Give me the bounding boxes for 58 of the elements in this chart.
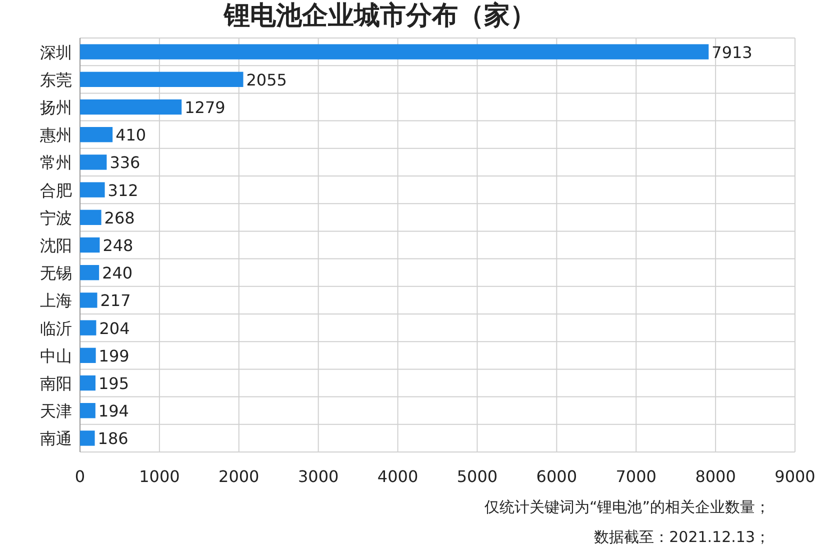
data-label: 268: [104, 208, 135, 228]
y-tick-label: 临沂: [40, 318, 72, 338]
x-tick-label: 3000: [298, 467, 339, 486]
x-tick-label: 4000: [377, 467, 418, 486]
y-tick-label: 东莞: [40, 70, 72, 90]
data-label: 336: [110, 153, 140, 172]
data-label: 240: [102, 264, 133, 283]
data-label: 199: [98, 346, 130, 366]
x-tick-label: 1000: [139, 467, 180, 486]
y-tick-label: 合肥: [40, 180, 72, 200]
y-tick-label: 扬州: [40, 98, 72, 117]
y-tick-label: 南阳: [40, 374, 72, 393]
data-label: 186: [98, 429, 128, 448]
y-tick-label: 天津: [40, 402, 72, 421]
data-label: 217: [100, 291, 131, 310]
data-label: 2055: [246, 70, 287, 90]
data-label: 7913: [712, 42, 752, 62]
bar: [80, 348, 96, 363]
data-label: 195: [98, 374, 130, 393]
data-label: 248: [102, 236, 134, 255]
y-tick-label: 惠州: [39, 126, 72, 145]
x-tick-label: 8000: [695, 467, 736, 486]
bar: [80, 430, 95, 446]
bar: [80, 99, 182, 115]
y-tick-label: 上海: [40, 291, 72, 310]
bar: [80, 375, 96, 391]
x-tick-label: 6000: [536, 467, 578, 486]
y-tick-label: 中山: [40, 346, 72, 366]
y-tick-label: 常州: [40, 153, 72, 172]
bar: [80, 320, 96, 336]
data-label: 1279: [184, 98, 226, 117]
bar: [80, 44, 709, 60]
data-label: 204: [99, 318, 130, 338]
x-tick-label: 9000: [774, 467, 816, 486]
chart-title: 锂电池企业城市分布（家）: [223, 1, 536, 31]
text: 数据截至：2021.12.13；: [594, 528, 770, 546]
x-tick-label: 0: [74, 467, 86, 486]
bar: [80, 182, 105, 198]
bar: [80, 403, 96, 418]
bar: [80, 210, 102, 225]
bar: [80, 127, 113, 142]
y-tick-label: 无锡: [40, 264, 72, 283]
y-tick-label: 南通: [40, 429, 72, 448]
x-tick-label: 2000: [218, 467, 260, 486]
y-tick-label: 沈阳: [40, 236, 72, 255]
x-tick-label: 7000: [616, 467, 656, 486]
y-tick-label: 深圳: [40, 42, 72, 62]
data-label: 312: [108, 180, 138, 200]
bar: [80, 265, 100, 280]
x-tick-label: 5000: [456, 467, 498, 486]
bar: [80, 154, 107, 170]
data-label: 194: [98, 402, 129, 421]
bar: [80, 237, 100, 253]
text: 仅统计关键词为“锂电池”的相关企业数量；: [484, 498, 770, 516]
bar: [80, 292, 98, 308]
y-tick-label: 宁波: [40, 208, 72, 228]
data-label: 410: [116, 126, 146, 145]
bar: [80, 72, 244, 87]
